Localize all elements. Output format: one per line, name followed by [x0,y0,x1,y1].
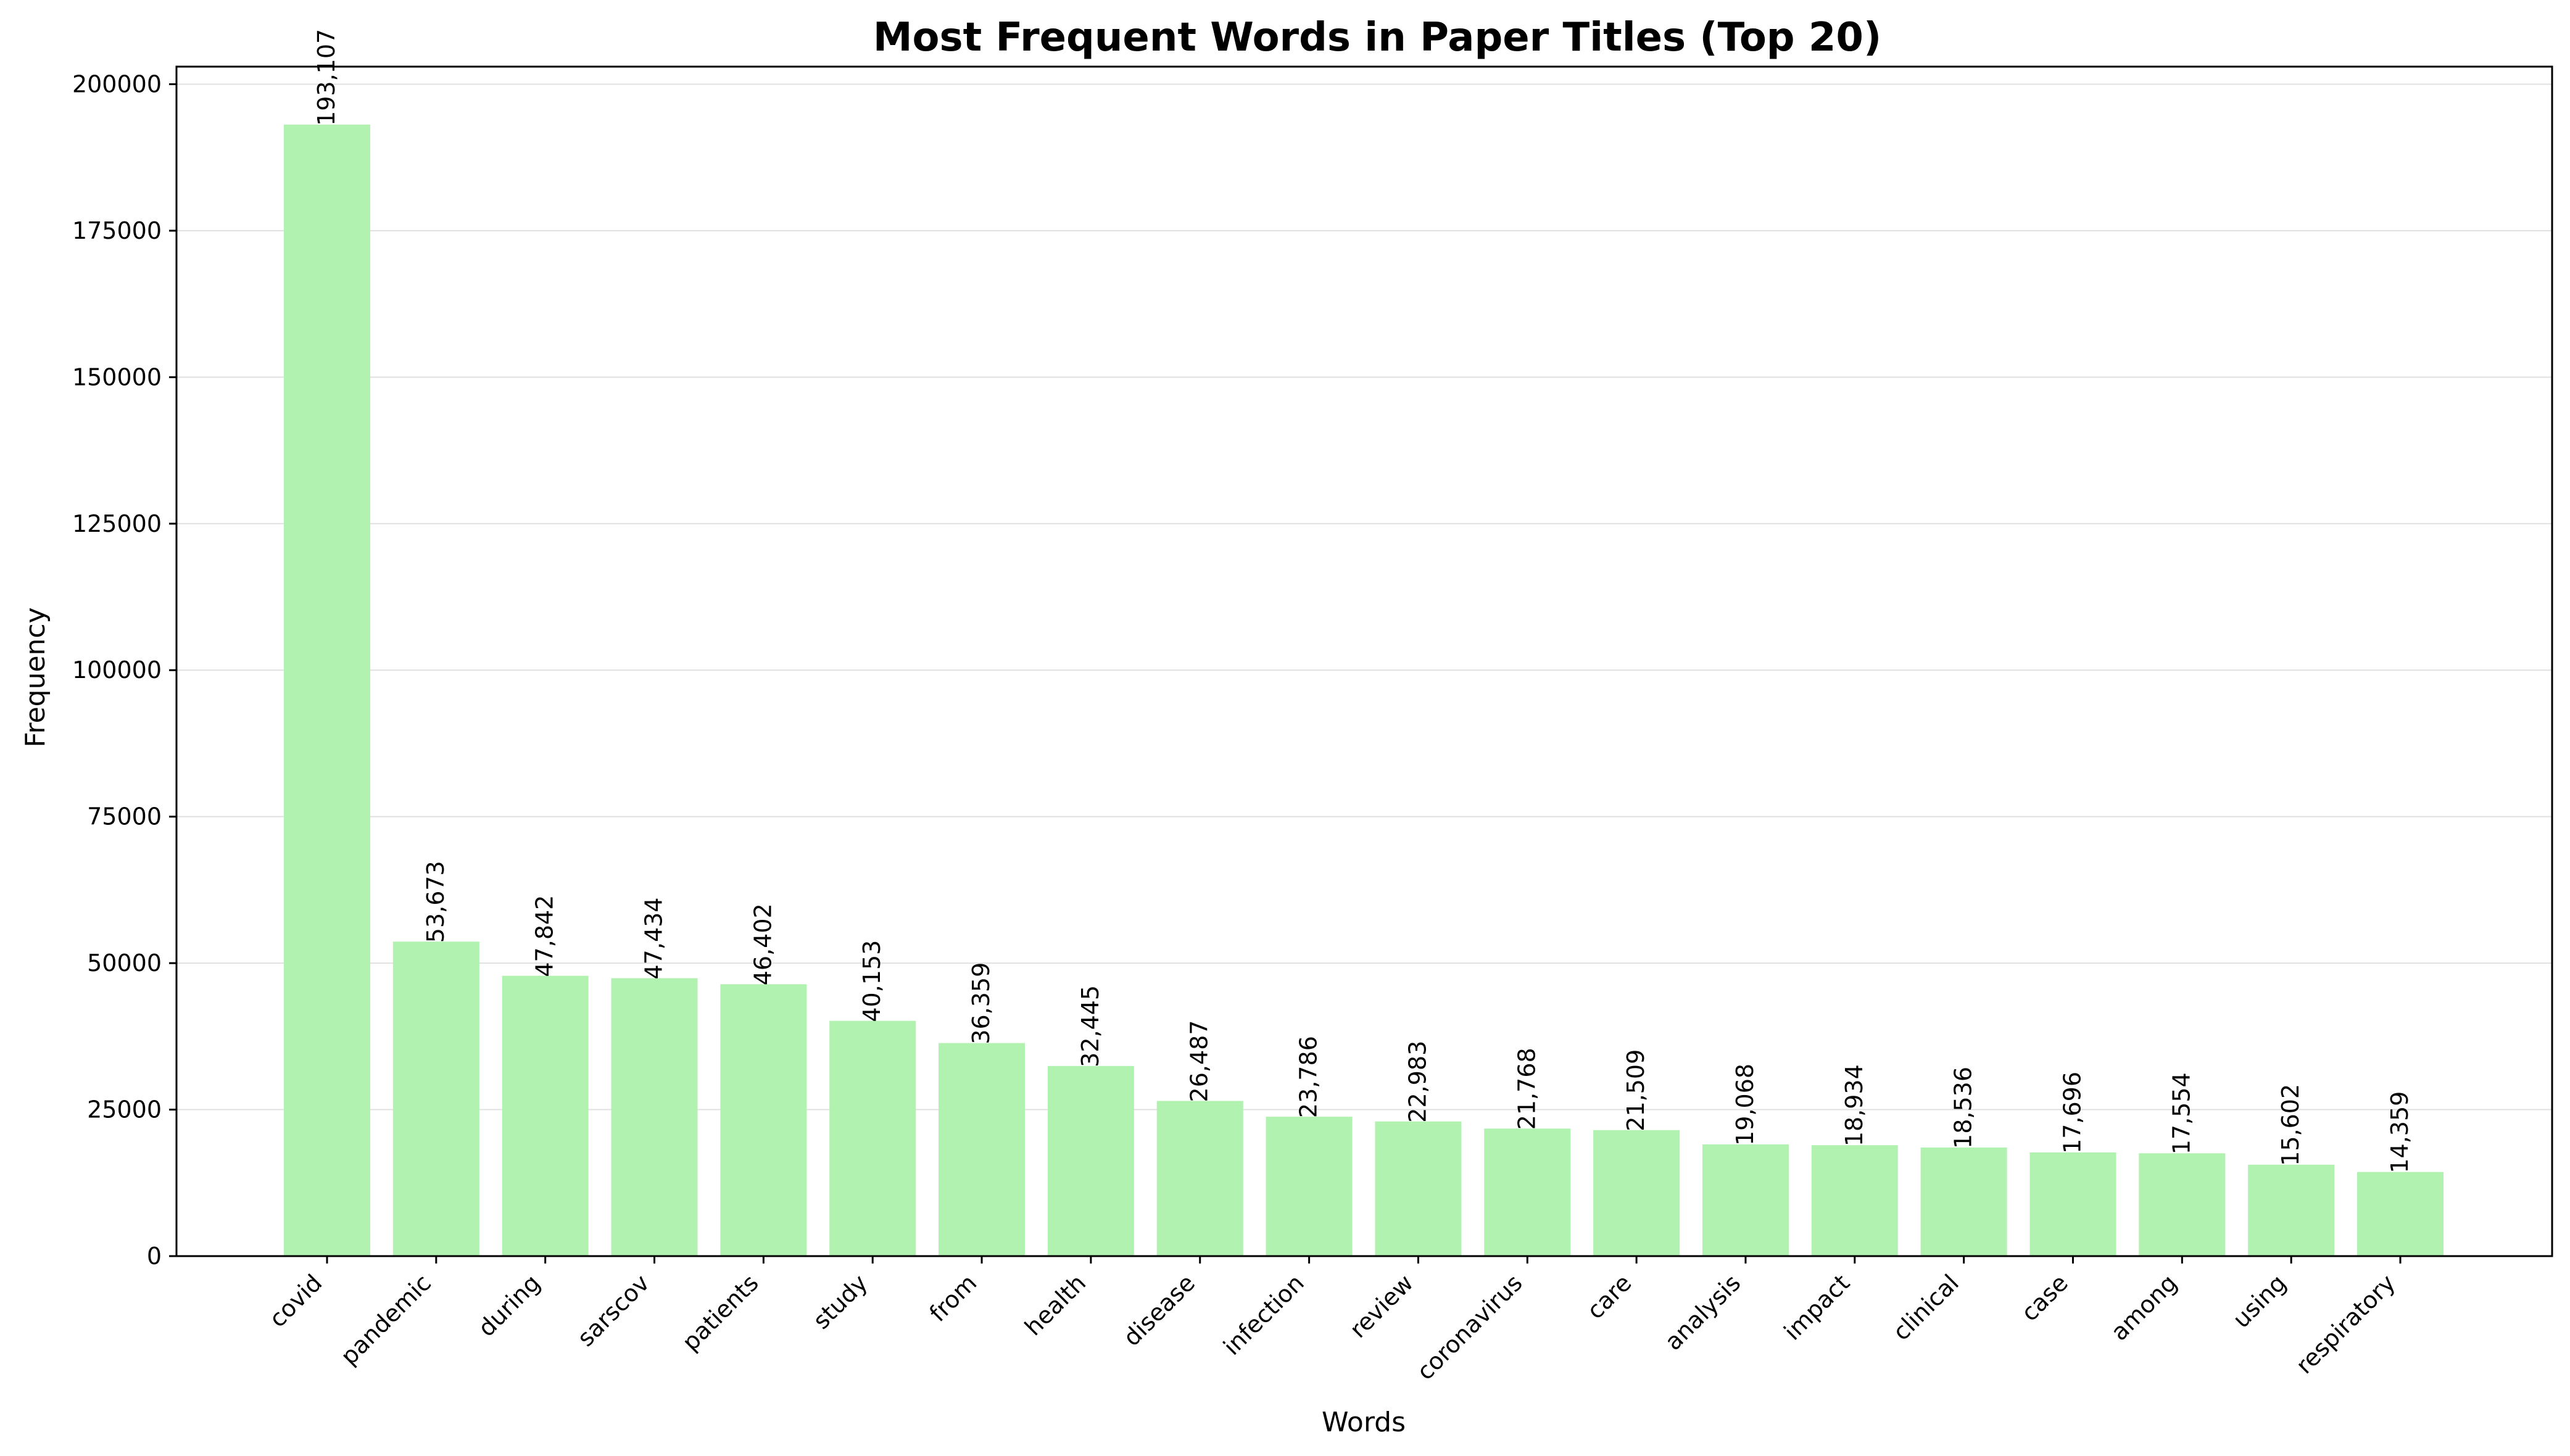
bar-value-label: 19,068 [1731,1064,1759,1146]
y-tick-label: 50000 [87,949,162,977]
bar-layer [284,124,2444,1257]
bar [939,1043,1026,1256]
bar [1484,1128,1571,1256]
bar-value-label: 36,359 [968,962,995,1044]
x-tick-label: disease [1118,1269,1200,1351]
bar [829,1020,916,1256]
x-tick-label: analysis [1659,1269,1746,1355]
bar [1811,1145,1898,1256]
bar [1047,1065,1134,1256]
x-tick-label: patients [677,1269,764,1356]
bar [502,975,589,1256]
bar [1702,1144,1789,1256]
x-tick-label: infection [1218,1269,1309,1360]
bar-value-label: 32,445 [1077,985,1104,1067]
x-axis-label: Words [1322,1407,1406,1438]
bar-value-label: 53,673 [422,861,449,943]
x-tick-label: case [2016,1269,2073,1326]
x-tick-label: respiratory [2290,1269,2400,1379]
axes-layer [175,65,2553,1257]
bar [1375,1121,1462,1256]
bar-value-label: 21,509 [1622,1049,1649,1131]
y-axis-ticks: 0 25000 50000 75000 100000 125000 150000 175000… [72,70,176,1270]
bar [611,978,698,1256]
y-axis-label: Frequency [20,607,51,747]
bar-value-label: 17,554 [2168,1072,2195,1154]
bar [2139,1153,2226,1256]
x-tick-label: coronavirus [1411,1269,1527,1385]
x-tick-label: from [924,1269,982,1327]
y-tick-label: 125000 [72,510,162,537]
bar-value-label: 15,602 [2277,1084,2304,1166]
bar [720,984,807,1256]
y-tick-label: 75000 [87,803,162,830]
bar-value-label: 22,983 [1404,1041,1431,1123]
x-tick-label: care [1581,1269,1636,1324]
bar [1593,1130,1680,1256]
bar [1920,1147,2007,1256]
x-tick-label: covid [264,1269,328,1333]
bar [284,124,370,1257]
y-tick-label: 100000 [72,656,162,684]
bar-value-label: 26,487 [1186,1020,1213,1102]
bar-value-label: 193,107 [313,29,340,126]
y-tick-label: 25000 [87,1096,162,1123]
bar-value-label: 47,434 [640,898,668,980]
y-tick-label: 200000 [72,70,162,97]
value-label-layer: 193,107 53,673 47,842 47,434 46,402 40,153 36,… [313,29,2413,1173]
x-tick-label: health [1019,1269,1091,1341]
bar-value-label: 21,768 [1513,1048,1540,1130]
x-tick-label: review [1345,1269,1419,1343]
x-tick-label: impact [1779,1269,1855,1346]
bar-value-label: 40,153 [858,940,885,1022]
bar-value-label: 23,786 [1295,1036,1322,1118]
bar [2029,1152,2116,1256]
bar [392,941,479,1256]
plot-frame [175,65,2553,1257]
x-tick-label: sarscov [572,1269,655,1352]
x-tick-label: during [473,1269,545,1342]
y-tick-label: 150000 [72,363,162,391]
bar-value-label: 47,842 [531,895,558,977]
x-tick-label: clinical [1888,1269,1964,1346]
bar-value-label: 18,934 [1841,1064,1868,1146]
chart-title: Most Frequent Words in Paper Titles (Top… [873,15,1881,60]
x-tick-label: among [2105,1269,2182,1346]
bar-value-label: 14,359 [2386,1091,2413,1173]
bar [2357,1172,2444,1256]
bar [1266,1117,1353,1256]
bar-value-label: 18,536 [1950,1067,1977,1149]
bar [2248,1164,2335,1256]
y-tick-label: 0 [147,1243,162,1270]
x-tick-label: study [808,1269,873,1334]
bar-value-label: 46,402 [749,903,776,985]
y-tick-label: 175000 [72,217,162,244]
x-tick-label: using [2228,1269,2292,1333]
x-tick-label: pandemic [336,1269,437,1370]
x-axis-ticks: covid pandemic during sarscov patients study f… [264,1256,2402,1385]
bar-value-label: 17,696 [2058,1072,2086,1154]
bar [1156,1101,1243,1256]
